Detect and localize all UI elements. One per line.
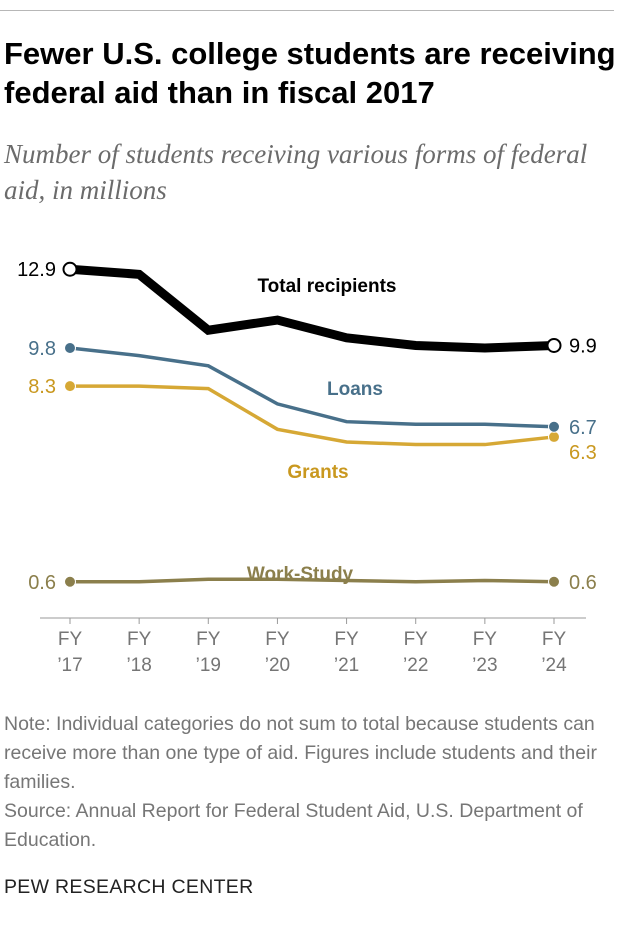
x-tick-label-top: FY [127,629,152,650]
top-divider [0,10,614,11]
series-line-grants [70,384,555,447]
x-tick-label-bottom: ’18 [126,655,151,676]
series-line-loans [69,346,555,429]
x-tick-label-top: FY [473,629,498,650]
series-label-work-study: Work-Study [247,564,354,585]
x-tick-label-bottom: ’20 [265,655,290,676]
series-label-grants: Grants [287,462,348,483]
value-label-work-study-start: 0.6 [28,572,56,594]
chart-source: Source: Annual Report for Federal Studen… [4,800,583,851]
data-point-loans-end [548,420,560,433]
chart-subtitle: Number of students receiving various for… [4,139,588,205]
value-label-work-study-end: 0.6 [569,572,597,594]
data-point-grants-end [548,430,560,443]
x-tick-label-bottom: ’21 [334,655,359,676]
series-label-loans: Loans [327,379,383,400]
x-tick-label-top: FY [404,629,429,650]
x-tick-label-bottom: ’23 [472,655,497,676]
data-point-work-study-start [64,575,76,588]
data-point-total-recipients-start [62,261,78,277]
data-point-grants-start [64,380,76,393]
value-label-loans-start: 9.8 [28,338,56,360]
series-label-total-recipients: Total recipients [257,276,396,297]
x-tick-label-bottom: ’17 [57,655,82,676]
value-label-grants-start: 8.3 [28,376,56,398]
data-point-total-recipients-end [546,337,562,353]
series-line-total-recipients [69,264,555,353]
x-tick-label-top: FY [196,629,221,650]
x-tick-label-top: FY [334,629,359,650]
x-tick-label-bottom: ’24 [541,655,567,676]
series-line-work-study [70,577,555,584]
chart-title: Fewer U.S. college students are receivin… [4,36,616,110]
x-tick-label-top: FY [265,629,290,650]
x-tick-label-top: FY [542,629,567,650]
value-label-loans-end: 6.7 [569,417,597,439]
data-point-work-study-end [548,575,560,588]
data-point-loans-start [64,342,76,355]
chart-footnotes: Note: Individual categories do not sum t… [4,710,604,855]
x-tick-label-bottom: ’19 [196,655,221,676]
line-chart: FY ’17 FY ’18 FY ’19 FY ’20 FY ’21 FY ’22 FY ’23 FY ’24… [17,259,597,676]
x-tick-label-top: FY [58,629,83,650]
x-tick-label-bottom: ’22 [403,655,428,676]
chart-note: Note: Individual categories do not sum t… [4,713,597,793]
value-label-grants-end: 6.3 [569,442,597,464]
value-label-total-recipients-end: 9.9 [569,335,597,357]
pew-logo-text: PEW RESEARCH CENTER [4,876,254,898]
value-label-total-recipients-start: 12.9 [17,259,56,281]
